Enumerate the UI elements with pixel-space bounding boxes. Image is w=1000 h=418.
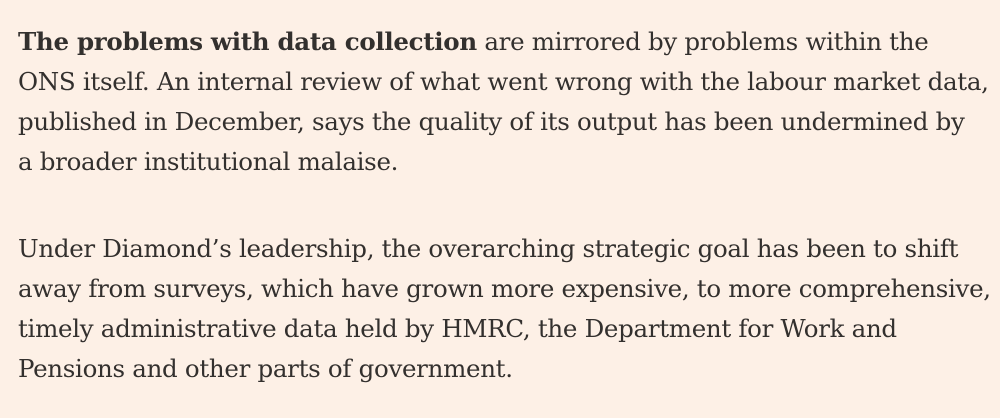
paragraph-line: ONS itself. An internal review of what w… <box>18 67 989 96</box>
bold-lead-in: The problems with data collection <box>18 27 477 56</box>
paragraph-line: away from surveys, which have grown more… <box>18 274 991 303</box>
paragraph-data-collection: The problems with data collection are mi… <box>18 22 989 182</box>
paragraph-line: timely administrative data held by HMRC,… <box>18 314 897 343</box>
paragraph-line: Pensions and other parts of government. <box>18 354 513 383</box>
paragraph-text: are mirrored by problems within the <box>476 27 929 56</box>
paragraph-line: a broader institutional malaise. <box>18 147 399 176</box>
paragraph-line: Under Diamond’s leadership, the overarch… <box>18 234 959 263</box>
paragraph-line: published in December, says the quality … <box>18 107 965 136</box>
paragraph-strategy: Under Diamond’s leadership, the overarch… <box>18 229 991 389</box>
paragraph-line: The problems with data collection are mi… <box>18 22 989 62</box>
